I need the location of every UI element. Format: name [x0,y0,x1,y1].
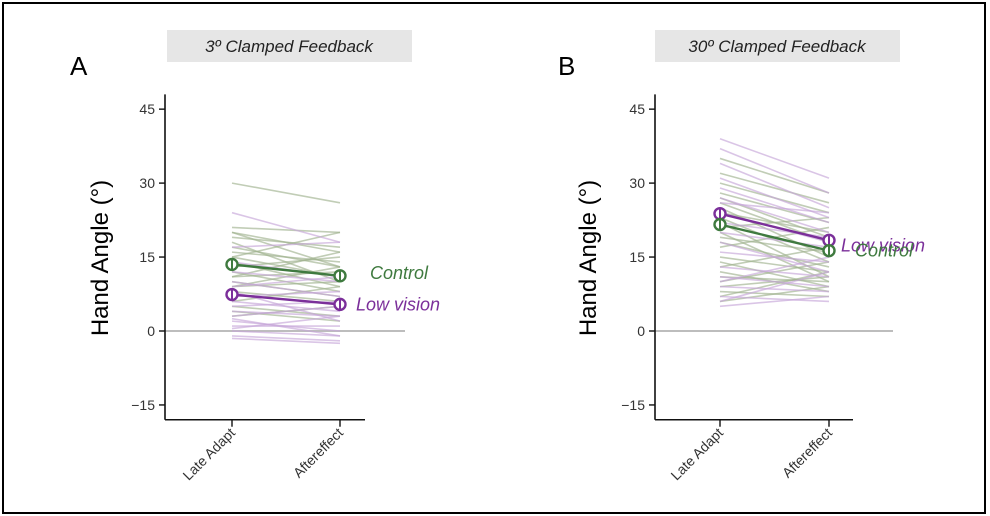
individual-line-control [719,216,830,229]
individual-line-low-vision [719,187,830,224]
panel-a-title-box [167,30,412,62]
panel-a: 3º Clamped Feedback A Hand Angle (°) −15… [70,30,440,483]
panel-b-plot-area: −15 0 15 30 45 Late Adapt Aftereffect Low visio… [621,94,925,483]
individual-line-low-vision [719,275,830,288]
y-tick-label: 15 [139,249,155,265]
series-label-control: Control [370,263,429,283]
y-tick-label: 45 [139,101,155,117]
panel-a-y-axis-label: Hand Angle (°) [87,180,114,336]
y-tick-label: 0 [147,323,155,339]
individual-line-low-vision [231,310,341,318]
y-tick-label: 30 [139,175,155,191]
mean-line-control [231,263,341,277]
individual-line-low-vision [231,315,341,330]
series-label-low-vision: Low vision [356,294,440,314]
individual-line-low-vision [231,280,341,298]
individual-line-low-vision [719,271,830,303]
individual-line-control [231,271,341,278]
x-tick-label: Late Adapt [667,424,726,483]
panel-b: 30º Clamped Feedback B Hand Angle (°) −1… [558,30,925,483]
x-tick-label: Aftereffect [779,424,835,480]
individual-line-low-vision [231,337,341,345]
x-tick-label: Late Adapt [179,424,238,483]
individual-line-control [719,157,830,194]
y-tick-label: 15 [629,249,645,265]
individual-line-control [719,172,830,204]
individual-line-low-vision [231,241,341,248]
panel-b-letter: B [558,51,575,81]
individual-line-low-vision [719,197,830,234]
panel-a-plot-area: −15 0 15 30 45 Late Adapt Aftereffect Control Lo… [131,94,440,483]
panel-b-title-box [655,30,900,62]
individual-line-low-vision [231,305,341,318]
individual-line-low-vision [231,211,341,244]
individual-line-control [231,251,341,278]
individual-line-control [231,231,341,253]
series-label-low-vision: Low vision [841,235,925,255]
individual-line-control [231,280,341,288]
individual-line-low-vision [719,162,830,209]
y-tick-label: 0 [637,323,645,339]
individual-line-low-vision [719,266,830,278]
individual-line-low-vision [231,300,341,313]
y-tick-label: 45 [629,101,645,117]
individual-line-low-vision [719,231,830,248]
y-tick-label: −15 [621,397,645,413]
individual-line-low-vision [719,295,830,308]
individual-line-control [231,251,341,263]
mean-line-low-vision [719,212,830,242]
individual-line-low-vision [719,202,830,214]
individual-line-control [231,226,341,234]
mean-line-control [719,223,830,252]
individual-line-control [231,310,341,322]
individual-line-control [231,290,341,303]
individual-line-control [719,256,830,273]
individual-line-low-vision [231,335,341,342]
x-tick-label: Aftereffect [290,424,346,480]
individual-line-control [719,261,830,288]
mean-line-low-vision [231,293,341,306]
individual-line-low-vision [231,317,341,337]
panel-b-title: 30º Clamped Feedback [688,37,867,56]
individual-line-control [719,285,830,303]
y-tick-label: −15 [131,397,155,413]
individual-line-low-vision [231,271,341,283]
individual-line-control [231,231,341,268]
individual-line-control [719,236,830,253]
panel-a-letter: A [70,51,88,81]
individual-line-control [231,182,341,204]
y-tick-label: 30 [629,175,645,191]
individual-line-low-vision [719,147,830,194]
individual-line-low-vision [231,275,341,288]
individual-line-low-vision [719,137,830,179]
series-label-control: Control [855,241,914,261]
individual-line-low-vision [719,256,830,283]
panel-b-y-axis-label: Hand Angle (°) [575,180,602,336]
individual-line-low-vision [719,285,830,293]
individual-line-low-vision [719,251,830,263]
individual-line-low-vision [231,330,341,337]
panel-a-title: 3º Clamped Feedback [205,37,374,56]
